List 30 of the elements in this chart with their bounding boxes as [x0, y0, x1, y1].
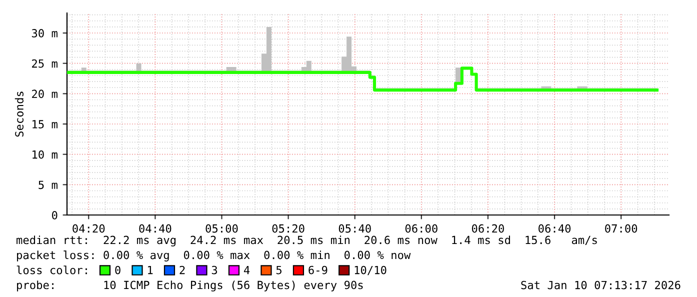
y-axis-title: Seconds	[14, 92, 24, 137]
y-tick-label: 5 m	[38, 180, 58, 190]
x-tick-label: 05:40	[338, 224, 371, 233]
y-tick-label: 20 m	[32, 90, 58, 98]
x-tick-label: 05:20	[272, 224, 304, 233]
text: Sat Jan 10 07:13:17 2026	[521, 280, 680, 290]
x-tick-label: 06:00	[405, 224, 438, 233]
text: loss color:	[16, 266, 87, 274]
legend-label: 0	[115, 266, 120, 274]
x-tick-label: 04:20	[72, 224, 105, 233]
legend-label: 4	[244, 266, 250, 274]
y-tick-label: 30 m	[32, 29, 58, 38]
y-tick-label: 10 m	[32, 150, 58, 159]
legend-label: 1	[148, 266, 153, 274]
legend-label: 10/10	[354, 266, 386, 276]
text: probe: 10 ICMP Echo Pings (56 Bytes) every 90s	[17, 280, 363, 292]
x-tick-label: 04:40	[139, 224, 172, 233]
x-tick-label: 06:40	[538, 224, 571, 233]
y-tick-label: 0	[52, 211, 58, 220]
text: packet loss: 0.00 % avg 0.00 % max 0.00 % min 0.00 % now	[17, 250, 411, 262]
x-tick-label: 05:00	[206, 224, 238, 233]
y-tick-label: 25 m	[32, 59, 58, 68]
legend-label: 3	[212, 266, 218, 274]
y-tick-label: 15 m	[32, 120, 58, 128]
legend-label: 2	[180, 266, 185, 274]
legend-label: 6-9	[308, 266, 328, 274]
x-tick-label: 07:00	[605, 224, 638, 233]
x-tick-label: 06:20	[472, 224, 504, 233]
text: median rtt: 22.2 ms avg 24.2 ms max 20.5 ms min 20.6 ms now 1.4 ms sd 15.6 am/s	[16, 236, 597, 246]
legend-label: 5	[276, 266, 282, 274]
